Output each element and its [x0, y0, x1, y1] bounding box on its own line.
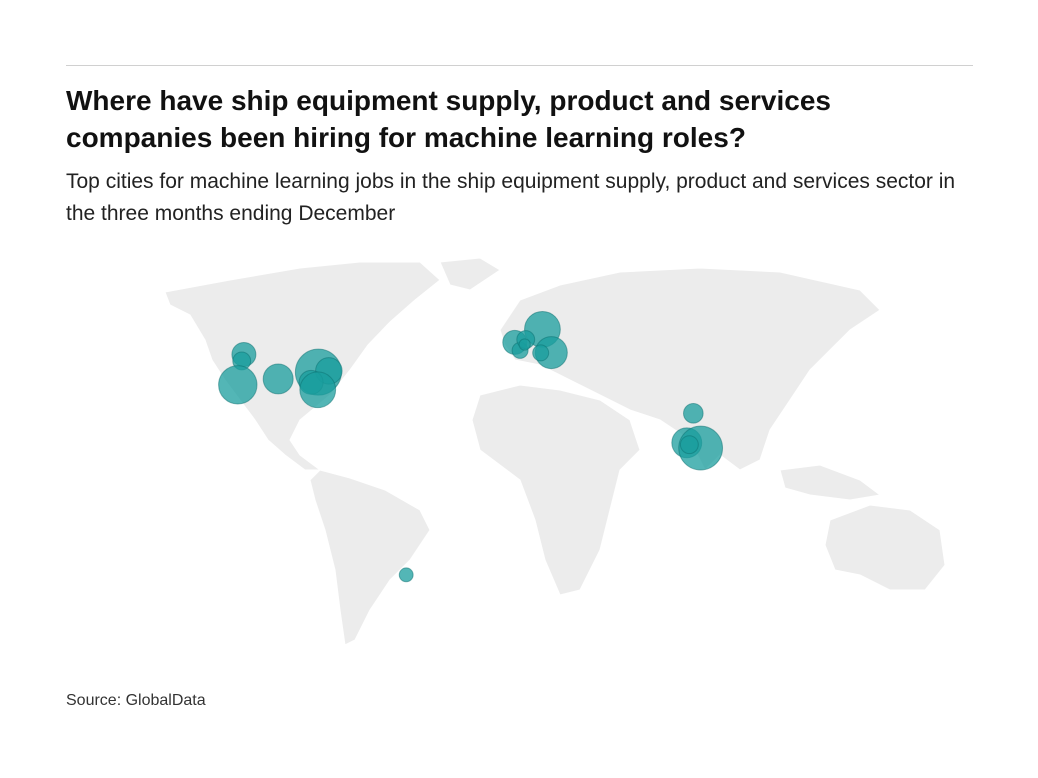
bubbles: [218, 310, 724, 583]
city-bubble: [398, 567, 414, 583]
title: Where have ship equipment supply, produc…: [66, 85, 831, 153]
city-bubble: [683, 403, 704, 424]
city-bubble: [518, 338, 531, 351]
top-rule: [66, 65, 973, 66]
city-bubble: [218, 365, 258, 405]
subtitle: Top cities for machine learning jobs in …: [66, 170, 956, 225]
city-bubble: [679, 435, 699, 455]
source: Source: GlobalData: [66, 692, 206, 709]
city-bubble: [262, 363, 294, 395]
city-bubble: [299, 371, 337, 409]
city-bubble: [532, 344, 550, 362]
